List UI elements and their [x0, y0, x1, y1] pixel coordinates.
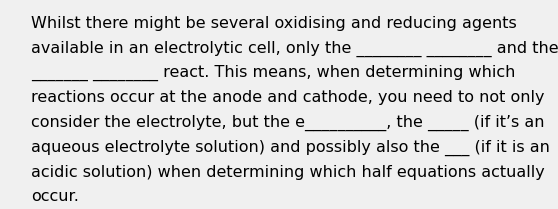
Text: acidic solution) when determining which half equations actually: acidic solution) when determining which … — [31, 164, 545, 180]
Text: occur.: occur. — [31, 189, 79, 204]
Text: _______ ________ react. This means, when determining which: _______ ________ react. This means, when… — [31, 65, 516, 82]
Text: available in an electrolytic cell, only the ________ ________ and the: available in an electrolytic cell, only … — [31, 41, 558, 57]
Text: aqueous electrolyte solution) and possibly also the ___ (if it is an: aqueous electrolyte solution) and possib… — [31, 140, 550, 156]
Text: Whilst there might be several oxidising and reducing agents: Whilst there might be several oxidising … — [31, 16, 517, 31]
Text: reactions occur at the anode and cathode, you need to not only: reactions occur at the anode and cathode… — [31, 90, 545, 105]
Text: consider the electrolyte, but the e__________, the _____ (if it’s an: consider the electrolyte, but the e_____… — [31, 115, 545, 131]
